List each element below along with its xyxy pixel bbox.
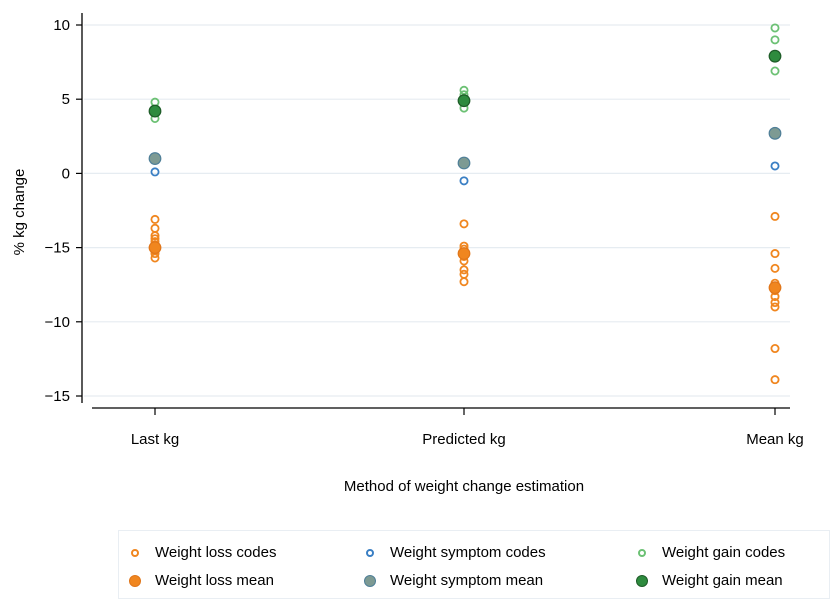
legend-label: Weight gain mean — [662, 572, 783, 589]
legend-marker — [636, 574, 648, 587]
mean-point — [457, 156, 471, 170]
y-tick-label: −15 — [45, 388, 70, 405]
code-point — [770, 211, 780, 221]
legend-item: Weight gain codes — [636, 544, 785, 561]
code-point — [150, 231, 160, 241]
y-tick-label: 5 — [62, 91, 70, 108]
code-point — [770, 249, 780, 259]
code-point — [150, 223, 160, 233]
y-tick-label: −15 — [45, 240, 70, 257]
code-point — [770, 302, 780, 312]
code-point — [459, 277, 469, 287]
mean-point — [768, 126, 782, 140]
code-point — [770, 344, 780, 354]
legend-item: Weight gain mean — [636, 572, 783, 589]
code-point — [770, 66, 780, 76]
code-point — [150, 214, 160, 224]
code-point — [459, 219, 469, 229]
legend-item: Weight symptom mean — [364, 572, 543, 589]
y-tick-label: −10 — [45, 314, 70, 331]
legend-marker — [131, 548, 139, 557]
y-axis-label: % kg change — [11, 169, 28, 256]
y-axis-ticks: 10 5 0 −15 −10 −15 — [45, 17, 82, 405]
code-point — [770, 298, 780, 308]
code-point — [150, 253, 160, 263]
legend-item: Weight loss codes — [129, 544, 276, 561]
code-point — [770, 375, 780, 385]
gridlines — [84, 24, 790, 397]
x-tick-label: Predicted kg — [422, 431, 505, 448]
legend-item: Weight symptom codes — [364, 544, 546, 561]
legend-marker — [638, 548, 646, 557]
legend-marker — [364, 574, 376, 587]
x-axis-label: Method of weight change estimation — [344, 478, 584, 495]
axes — [81, 13, 790, 409]
legend-marker — [366, 548, 374, 557]
mean-point — [148, 152, 162, 165]
mean-point — [148, 241, 162, 255]
mean-point — [457, 94, 471, 108]
data-points — [148, 23, 782, 385]
mean-point — [768, 49, 782, 63]
legend-label: Weight gain codes — [662, 544, 786, 561]
legend-label: Weight symptom codes — [390, 544, 546, 561]
scatter-chart: 10 5 0 −15 −10 −15 Last kg Predicted kg Mean kg… — [11, 13, 804, 495]
x-tick-label: Mean kg — [746, 431, 804, 448]
mean-point — [768, 281, 782, 295]
mean-point — [457, 247, 471, 260]
legend-item: Weight loss mean — [129, 572, 274, 589]
code-point — [770, 35, 780, 45]
legend-marker — [129, 574, 141, 587]
code-point — [770, 23, 780, 33]
y-tick-label: 0 — [62, 165, 70, 182]
code-point — [459, 265, 469, 275]
legend-label: Weight loss codes — [155, 544, 277, 561]
code-point — [459, 85, 469, 95]
legend-label: Weight symptom mean — [390, 572, 544, 589]
code-point — [770, 263, 780, 273]
code-point — [770, 161, 780, 171]
y-tick-label: 10 — [53, 17, 70, 34]
x-axis-ticks: Last kg Predicted kg Mean kg — [131, 408, 804, 448]
legend: Weight loss codes Weight symptom codes Wei… — [118, 530, 830, 599]
code-point — [459, 176, 469, 186]
legend-label: Weight loss mean — [155, 572, 274, 589]
code-point — [150, 167, 160, 177]
x-tick-label: Last kg — [131, 431, 179, 448]
mean-point — [148, 104, 162, 118]
